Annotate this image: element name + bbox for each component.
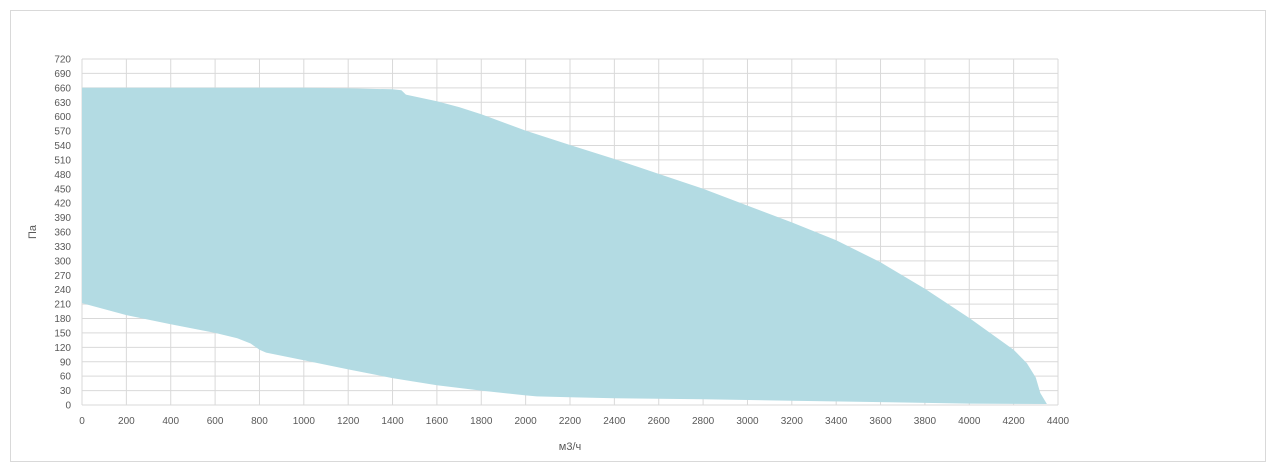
x-tick-label: 1600 — [426, 416, 449, 427]
y-tick-label: 330 — [54, 242, 71, 253]
x-tick-label: 3800 — [914, 416, 937, 427]
x-tick-label: 3200 — [781, 416, 804, 427]
x-tick-label: 3000 — [736, 416, 759, 427]
y-tick-label: 270 — [54, 271, 71, 282]
x-axis-title: м3/ч — [559, 441, 581, 453]
x-tick-label: 4400 — [1047, 416, 1070, 427]
y-tick-label: 600 — [54, 112, 71, 123]
y-tick-label: 420 — [54, 199, 71, 210]
x-tick-label: 1200 — [337, 416, 360, 427]
y-tick-label: 180 — [54, 314, 71, 325]
y-tick-label: 720 — [54, 55, 71, 66]
x-tick-label: 4000 — [958, 416, 981, 427]
y-tick-label: 480 — [54, 170, 71, 181]
x-tick-label: 1800 — [470, 416, 493, 427]
x-tick-label: 2800 — [692, 416, 715, 427]
y-tick-label: 690 — [54, 69, 71, 80]
y-tick-label: 660 — [54, 83, 71, 94]
x-tick-label: 400 — [162, 416, 179, 427]
y-tick-label: 360 — [54, 228, 71, 239]
y-tick-label: 540 — [54, 141, 71, 152]
y-tick-label: 510 — [54, 155, 71, 166]
x-tick-label: 200 — [118, 416, 135, 427]
y-tick-label: 150 — [54, 328, 71, 339]
y-tick-label: 90 — [60, 357, 72, 368]
x-tick-label: 2200 — [559, 416, 582, 427]
y-tick-label: 390 — [54, 213, 71, 224]
area-series-0 — [82, 87, 1047, 405]
x-tick-label: 3400 — [825, 416, 848, 427]
x-tick-label: 800 — [251, 416, 268, 427]
y-tick-label: 450 — [54, 184, 71, 195]
y-tick-label: 30 — [60, 386, 72, 397]
x-tick-label: 2400 — [603, 416, 626, 427]
y-tick-label: 240 — [54, 285, 71, 296]
y-tick-label: 570 — [54, 127, 71, 138]
y-tick-label: 210 — [54, 300, 71, 311]
y-tick-label: 630 — [54, 98, 71, 109]
y-tick-label: 300 — [54, 256, 71, 267]
x-tick-label: 1000 — [293, 416, 316, 427]
x-tick-label: 4200 — [1003, 416, 1026, 427]
x-tick-label: 600 — [207, 416, 224, 427]
y-axis-title: Па — [27, 224, 39, 239]
x-tick-label: 2600 — [648, 416, 671, 427]
y-tick-label: 0 — [65, 401, 71, 412]
x-tick-label: 1400 — [381, 416, 404, 427]
x-tick-label: 0 — [79, 416, 85, 427]
x-tick-label: 3600 — [869, 416, 892, 427]
y-tick-label: 60 — [60, 372, 72, 383]
x-tick-label: 2000 — [515, 416, 538, 427]
y-tick-label: 120 — [54, 343, 71, 354]
